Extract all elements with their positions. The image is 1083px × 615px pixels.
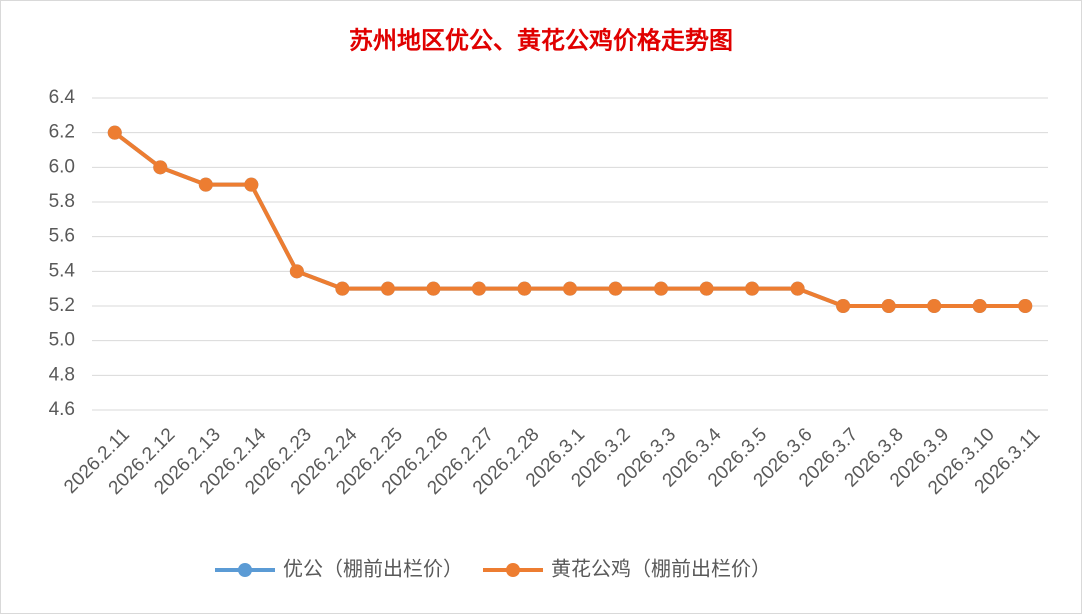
y-tick-label: 4.8 [49,364,75,385]
data-point [426,281,441,296]
data-point [881,299,896,313]
data-point [563,281,577,296]
data-point [380,281,395,296]
legend-label: 优公（棚前出栏价） [283,557,463,580]
data-point [335,281,350,296]
data-point [927,299,942,313]
data-point [517,281,532,296]
data-point [107,125,122,140]
data-point [745,281,760,296]
y-tick-label: 5.4 [49,260,76,281]
data-point [654,281,669,296]
data-point [790,281,805,296]
data-point [836,299,851,313]
y-tick-label: 6.2 [49,122,75,143]
data-point [471,281,486,296]
legend-label: 黄花公鸡（棚前出栏价） [551,557,771,580]
legend-marker [506,563,520,577]
y-tick-label: 5.2 [49,295,75,316]
y-tick-label: 5.6 [49,226,75,247]
data-point [289,264,304,279]
data-point [244,177,259,192]
y-tick-label: 6.4 [49,87,76,108]
data-point [608,281,623,296]
y-tick-label: 5.0 [49,330,75,351]
data-point [1018,299,1033,313]
data-point [198,177,213,192]
data-point [153,160,168,175]
y-tick-label: 5.8 [49,191,75,212]
y-tick-label: 6.0 [49,156,75,177]
data-point [699,281,714,296]
y-tick-label: 4.6 [49,399,75,420]
legend-marker [238,563,252,577]
data-point [972,299,987,313]
chart-title: 苏州地区优公、黄花公鸡价格走势图 [349,26,733,55]
